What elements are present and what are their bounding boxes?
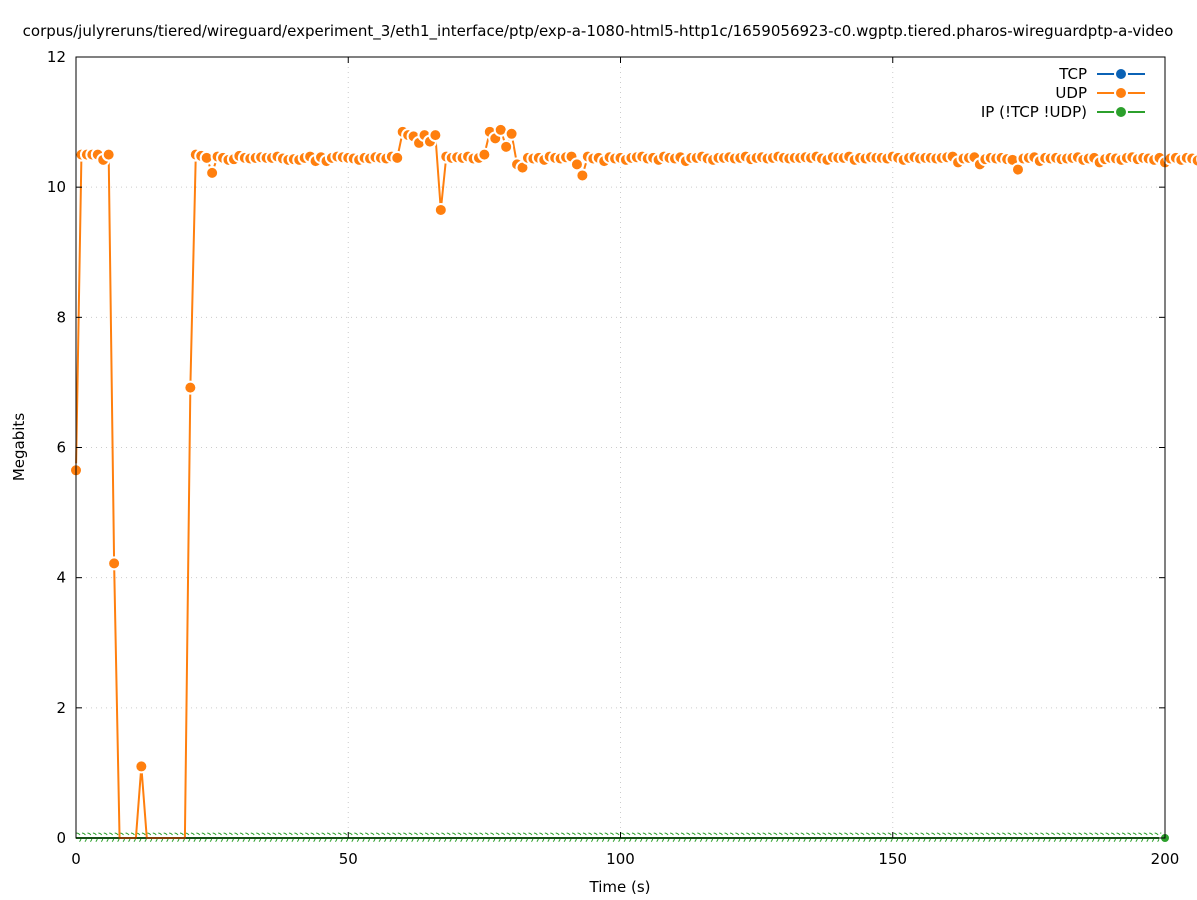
legend-marker	[1114, 105, 1128, 119]
axis-ticks: 0 50 100 150 200 0 2 4 6 8 10 12	[47, 48, 1179, 868]
y-tick-label: 6	[56, 439, 66, 457]
x-tick-label: 100	[606, 850, 635, 868]
grid	[76, 57, 1165, 838]
data-point	[205, 165, 220, 180]
data-point	[433, 202, 448, 217]
y-tick-label: 2	[56, 699, 66, 717]
series-udp	[69, 122, 1197, 839]
legend-label: TCP	[1058, 65, 1087, 83]
data-point	[499, 139, 514, 154]
x-tick-label: 0	[71, 850, 81, 868]
data-point	[569, 157, 584, 172]
legend-marker	[1114, 67, 1128, 81]
y-tick-label: 4	[56, 569, 66, 587]
data-point	[1190, 153, 1197, 168]
data-point	[107, 556, 122, 571]
y-tick-label: 0	[56, 829, 66, 847]
data-point	[575, 168, 590, 183]
series-line	[75, 127, 1197, 839]
x-tick-label: 50	[339, 850, 358, 868]
data-point	[428, 128, 443, 143]
data-point	[101, 147, 116, 162]
y-axis-label: Megabits	[10, 413, 28, 481]
legend-label: IP (!TCP !UDP)	[981, 103, 1087, 121]
data-point	[504, 126, 519, 141]
x-tick-label: 200	[1151, 850, 1180, 868]
y-tick-label: 12	[47, 48, 66, 66]
data-point	[1010, 162, 1025, 177]
series-layer	[69, 122, 1197, 844]
data-point	[183, 380, 198, 395]
data-point	[390, 150, 405, 165]
legend-label: UDP	[1055, 84, 1087, 102]
legend-marker	[1114, 86, 1128, 100]
chart-title: corpus/julyreruns/tiered/wireguard/exper…	[23, 22, 1174, 41]
x-tick-label: 150	[878, 850, 907, 868]
data-point	[134, 759, 149, 774]
y-tick-label: 10	[47, 178, 66, 196]
x-axis-label: Time (s)	[589, 878, 651, 896]
data-point	[477, 147, 492, 162]
y-tick-label: 8	[56, 308, 66, 326]
